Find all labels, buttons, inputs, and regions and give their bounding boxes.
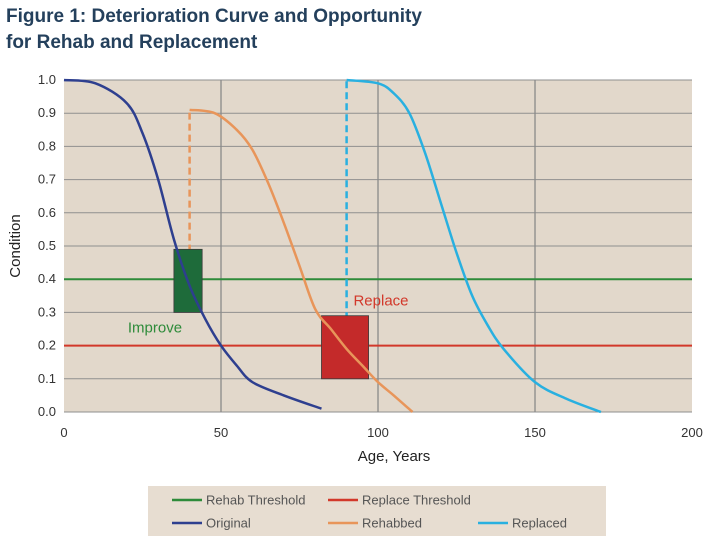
legend-label: Original	[206, 516, 251, 531]
title-line-2: for Rehab and Replacement	[6, 32, 258, 53]
legend-box	[148, 486, 606, 536]
x-tick-label: 50	[214, 425, 228, 440]
y-tick-label: 0.3	[38, 304, 56, 319]
y-tick-label: 0.1	[38, 371, 56, 386]
improve-label: Improve	[128, 319, 182, 336]
y-tick-label: 0.5	[38, 238, 56, 253]
y-tick-label: 1.0	[38, 72, 56, 87]
x-tick-label: 0	[60, 425, 67, 440]
y-tick-label: 0.4	[38, 271, 56, 286]
y-tick-label: 0.8	[38, 138, 56, 153]
series-rehabbed-line	[189, 108, 414, 413]
title-line-1: Figure 1: Deterioration Curve and Opport…	[6, 6, 422, 27]
x-tick-label: 200	[681, 425, 703, 440]
y-tick-label: 0.0	[38, 404, 56, 419]
series-replaced-line	[346, 78, 602, 414]
chart-title: Figure 1: Deterioration Curve and Opport…	[6, 4, 566, 56]
y-tick-label: 0.7	[38, 172, 56, 187]
x-tick-label: 100	[367, 425, 389, 440]
y-tick-label: 0.6	[38, 205, 56, 220]
replace-label: Replace	[353, 293, 408, 310]
legend-label: Replace Threshold	[362, 493, 471, 508]
y-axis-label: Condition	[7, 214, 24, 277]
legend-label: Rehabbed	[362, 516, 422, 531]
x-axis-label: Age, Years	[358, 448, 431, 465]
legend-label: Replaced	[512, 516, 567, 531]
y-tick-label: 0.9	[38, 105, 56, 120]
legend-label: Rehab Threshold	[206, 493, 306, 508]
x-tick-label: 150	[524, 425, 546, 440]
y-tick-label: 0.2	[38, 338, 56, 353]
series-original-line	[63, 78, 322, 410]
